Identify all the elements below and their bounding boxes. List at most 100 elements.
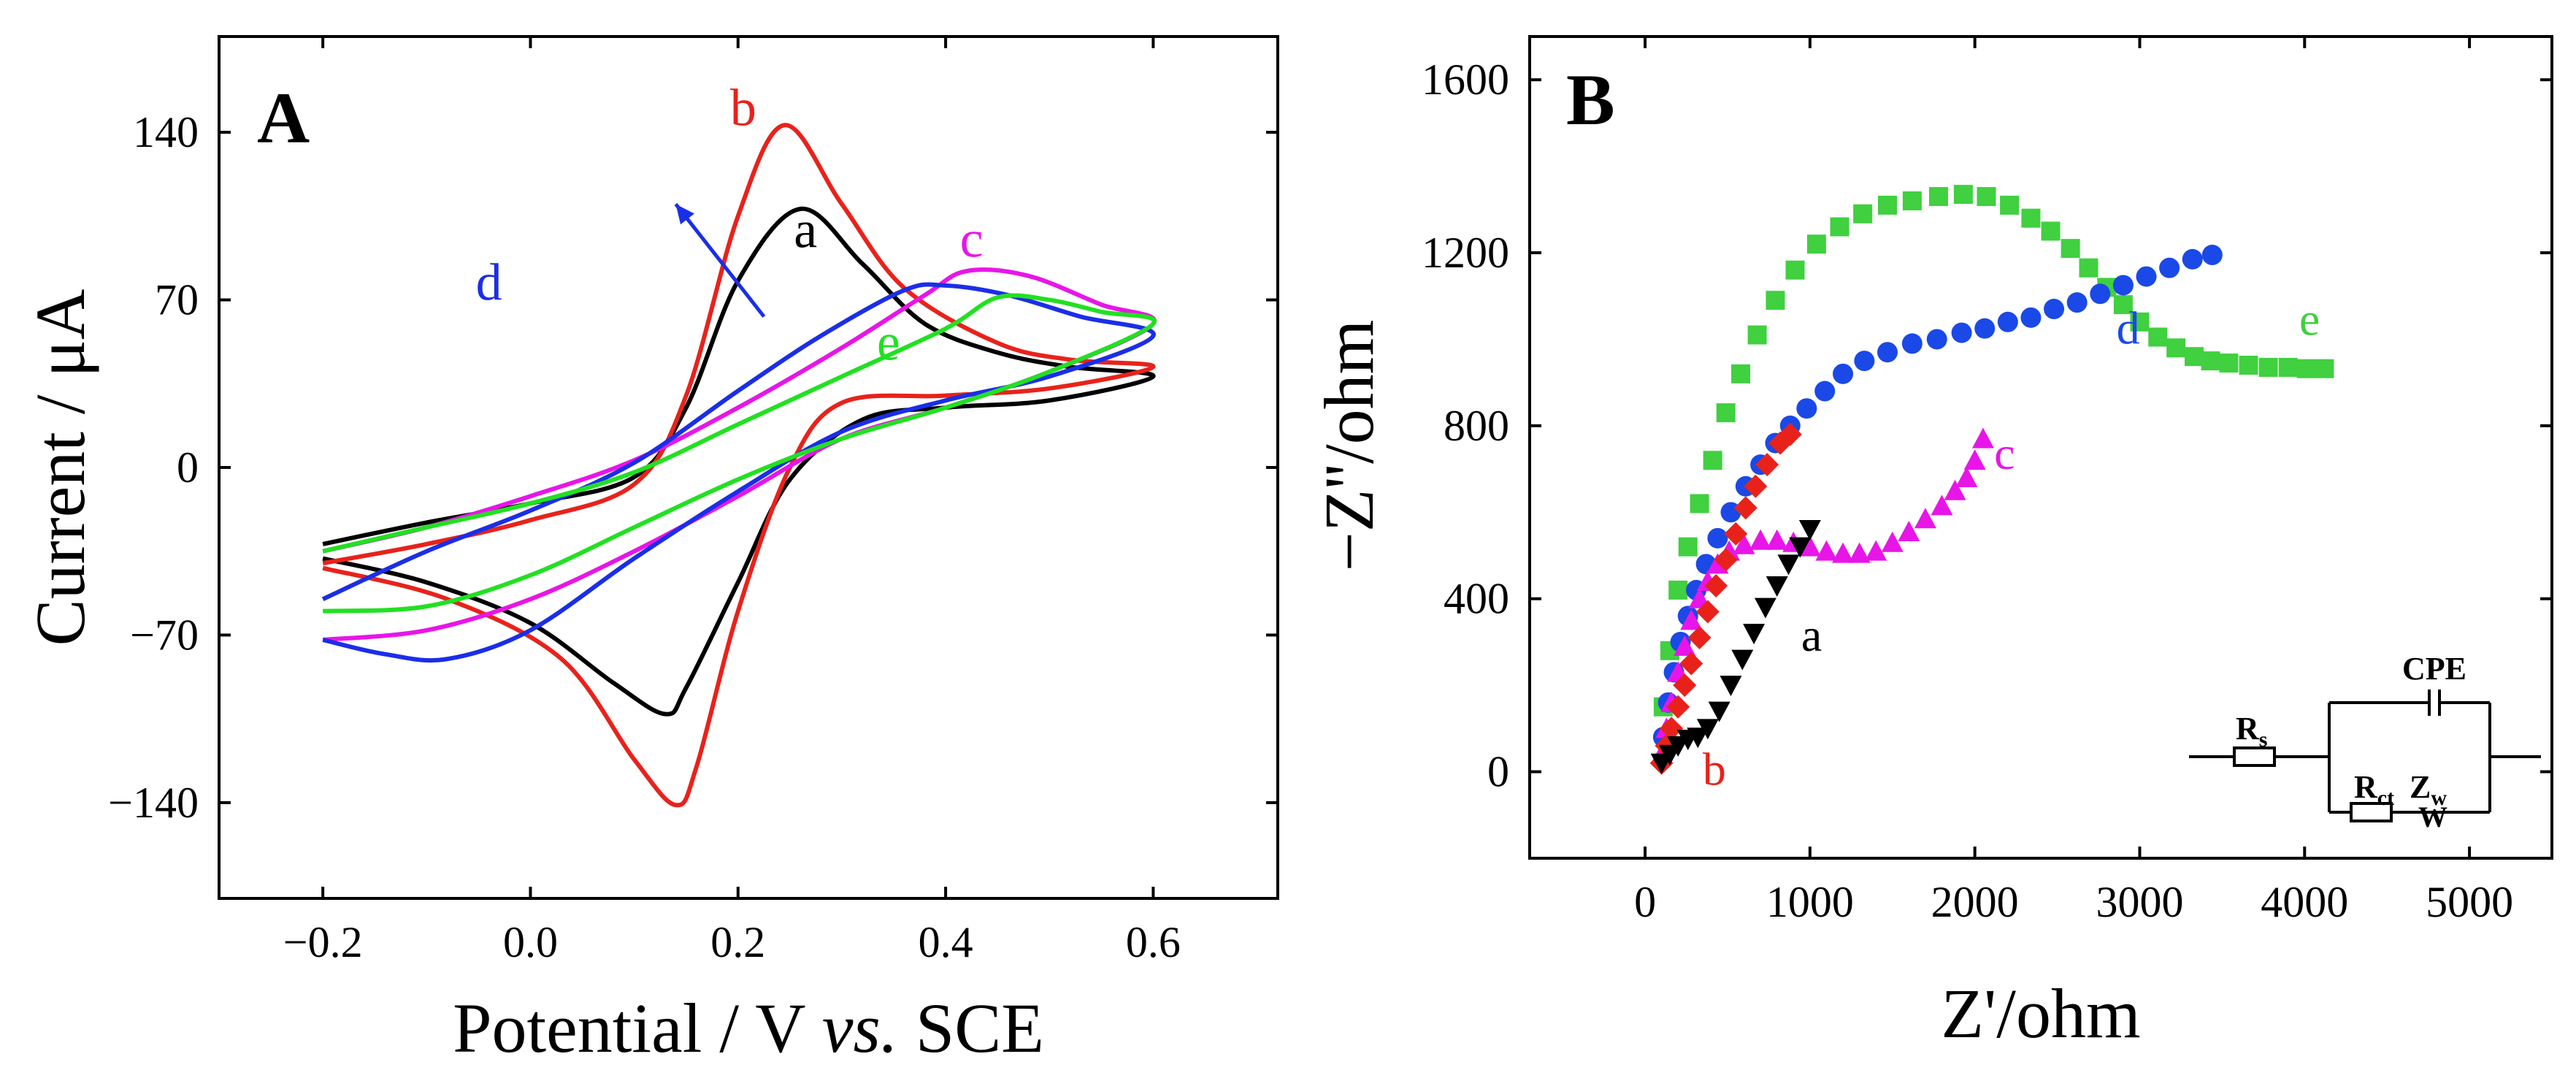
eis-point-e (1785, 260, 1805, 280)
cv-label-c: c (960, 210, 984, 269)
eis-point-e (1731, 364, 1751, 383)
circuit-cpe-label: CPE (2402, 651, 2466, 687)
eis-point-a (1777, 554, 1800, 576)
eis-point-b (1755, 453, 1779, 477)
eis-point-a (1754, 597, 1776, 619)
eis-point-c (1680, 609, 1703, 630)
eis-point-b (1666, 695, 1690, 719)
eis-point-c (1971, 427, 1994, 448)
circuit-w-label: W (2418, 801, 2447, 833)
eis-point-c (1749, 529, 1772, 550)
b-ytick-label: 1600 (1422, 56, 1509, 104)
circuit-rs-main: R (2236, 711, 2260, 746)
panel-a-xlabel-prefix: Potential / V (453, 989, 822, 1067)
eis-point-a (1708, 701, 1730, 722)
panel-a-xlabel-suffix: SCE (898, 989, 1044, 1067)
panel-b-chart: 0 1000 2000 3000 4000 5000 0 400 800 1200 1600 a b c… (1310, 35, 2553, 1053)
eis-point-b (1744, 474, 1768, 498)
panel-a-ticks: −0.2 0.0 0.2 0.4 0.6 −140 −70 0 70 140 (108, 37, 1278, 966)
b-xtick-label: 3000 (2096, 878, 2183, 926)
eis-point-e (2130, 312, 2150, 332)
b-xtick-label: 0 (1634, 878, 1656, 926)
eis-point-c (1881, 531, 1904, 552)
eis-point-d (1926, 329, 1947, 350)
eis-point-e (2258, 357, 2278, 377)
eis-point-e (2185, 347, 2204, 367)
a-xtick-label: 0.0 (503, 918, 558, 966)
b-ytick-label: 400 (1444, 575, 1509, 623)
cv-label-d: d (476, 253, 502, 312)
cv-label-a: a (794, 200, 817, 259)
panel-a-xlabel-italic: vs. (822, 989, 898, 1067)
cv-arrow-head (675, 204, 694, 225)
eis-point-e (1703, 451, 1722, 470)
eis-point-d (1833, 363, 1854, 384)
eis-point-b (1733, 496, 1757, 520)
b-ytick-label: 800 (1444, 402, 1509, 450)
eis-point-b (1778, 422, 1802, 446)
eis-point-c (1963, 449, 1986, 470)
eis-label-a: a (1801, 609, 1822, 661)
eis-point-e (1690, 494, 1709, 513)
eis-point-b (1679, 652, 1703, 676)
eis-point-c (1674, 635, 1696, 656)
eis-point-e (2278, 357, 2298, 377)
eis-point-d (2090, 283, 2111, 305)
panel-a-label: A (257, 77, 310, 158)
eis-point-e (1668, 580, 1688, 600)
eis-label-c: c (1994, 427, 2015, 479)
eis-point-d (2112, 275, 2134, 296)
panel-a-annotations: a b c d e (476, 78, 984, 371)
eis-point-b (1724, 522, 1748, 546)
eis-point-c (1914, 508, 1936, 529)
circuit-rct-main: R (2354, 769, 2378, 805)
b-xtick-label: 4000 (2261, 878, 2348, 926)
eis-point-d (1707, 527, 1728, 549)
eis-point-a (1766, 576, 1788, 597)
a-ytick-label: −140 (108, 779, 199, 827)
circuit-rs-sub: s (2259, 727, 2268, 752)
circuit-zw-label: Zw (2410, 769, 2447, 810)
eis-point-d (1854, 351, 1875, 372)
eis-point-a (1789, 537, 1812, 558)
eis-point-e (2201, 351, 2220, 371)
panel-b-label: B (1566, 59, 1615, 140)
eis-point-e (1953, 185, 1973, 205)
eis-point-d (2020, 307, 2042, 328)
eis-point-e (1929, 187, 1948, 207)
eis-point-c (1898, 520, 1920, 541)
eis-point-a (1696, 719, 1719, 740)
eis-point-d (2182, 248, 2203, 270)
eis-point-d (2066, 292, 2088, 313)
eis-point-b (1704, 573, 1728, 597)
a-xtick-label: 0.2 (710, 918, 765, 966)
panel-b-points (1649, 185, 2334, 775)
eis-point-e (2113, 295, 2133, 315)
circuit-rs-resistor (2233, 746, 2276, 767)
eis-point-c (1798, 535, 1821, 557)
eis-point-c (1832, 542, 1855, 563)
equivalent-circuit-inset (2189, 690, 2541, 822)
eis-point-e (1878, 195, 1897, 215)
eis-point-c (1733, 533, 1755, 554)
eis-point-e (2315, 359, 2334, 378)
eis-point-e (1853, 204, 1873, 224)
eis-point-d (2159, 257, 2180, 278)
panel-a-ylabel: Current / μA (21, 289, 99, 646)
eis-point-d (1901, 333, 1923, 354)
eis-point-d (1877, 342, 1898, 363)
eis-point-c (1931, 494, 1953, 516)
eis-point-e (1977, 187, 1996, 207)
eis-label-d: d (2117, 302, 2140, 354)
eis-point-d (1997, 311, 2018, 332)
panel-b-xlabel: Z'/ohm (1941, 974, 2140, 1053)
a-xtick-label: 0.6 (1126, 918, 1181, 966)
b-ytick-label: 1200 (1422, 229, 1509, 277)
eis-point-c (1944, 479, 1966, 500)
a-ytick-label: 0 (177, 443, 199, 492)
panel-a-xlabel: Potential / V vs. SCE (453, 989, 1044, 1067)
eis-point-c (1766, 529, 1788, 550)
a-xtick-label: −0.2 (283, 918, 363, 966)
eis-point-e (2079, 258, 2098, 278)
a-xtick-label: 0.4 (919, 918, 973, 966)
